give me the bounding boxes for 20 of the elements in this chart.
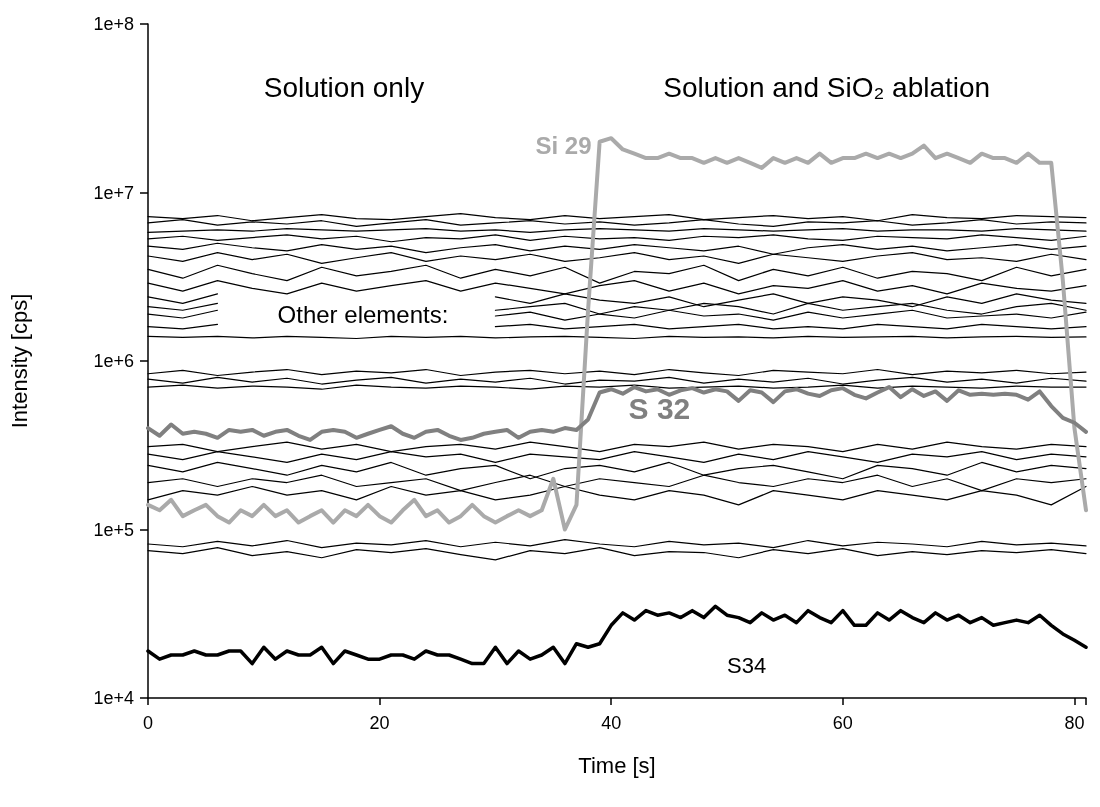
y-tick-label: 1e+6 — [93, 351, 134, 371]
series-label: S34 — [727, 653, 767, 679]
series-label: Si 29 — [535, 132, 592, 160]
series-label: S 32 — [628, 392, 691, 426]
x-tick-label: 20 — [369, 713, 390, 733]
x-tick-label: 60 — [832, 713, 853, 733]
y-tick-label: 1e+5 — [93, 519, 134, 540]
annotation: Solution only — [263, 71, 425, 103]
x-tick-label: 80 — [1064, 713, 1085, 733]
annotation: Solution and SiO₂ ablation — [663, 71, 991, 103]
y-tick-label: 1e+7 — [93, 182, 134, 203]
y-axis-title: Intensity [cps] — [6, 293, 32, 429]
line-series — [146, 385, 1088, 442]
x-tick-label: 40 — [601, 713, 622, 733]
y-tick-label: 1e+4 — [93, 688, 134, 708]
annotation: Other elements: — [277, 300, 449, 328]
y-tick-label: 1e+8 — [93, 14, 134, 34]
x-axis-title: Time [s] — [578, 752, 656, 778]
x-tick-label: 0 — [142, 713, 154, 733]
line-series — [146, 136, 1088, 532]
